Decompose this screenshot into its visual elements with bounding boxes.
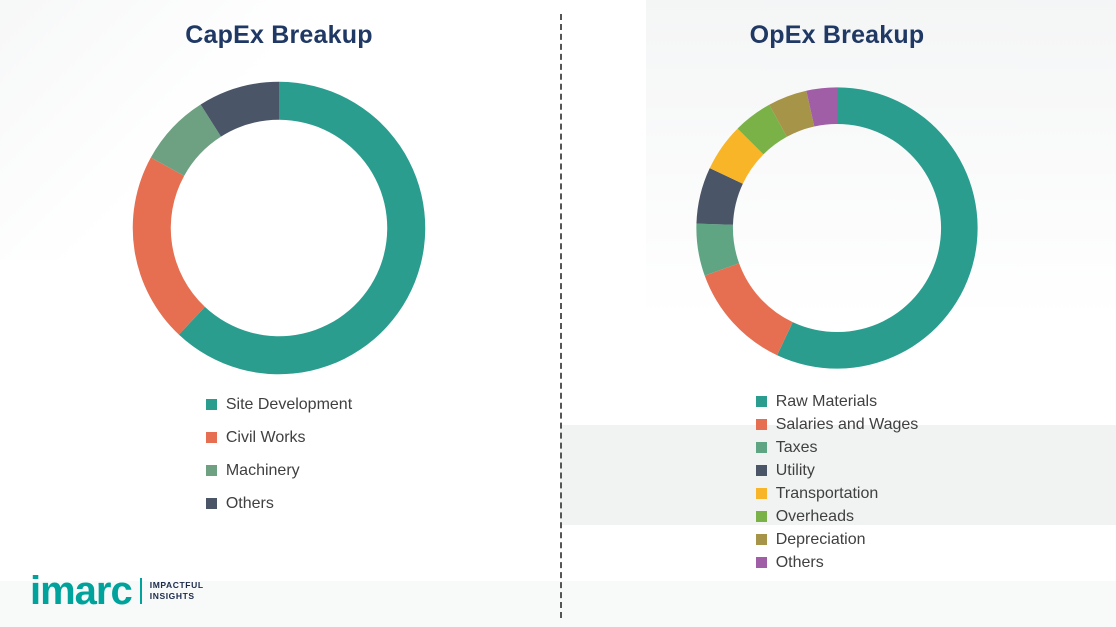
legend-swatch-salaries-and-wages — [755, 419, 767, 430]
opex-chart-title: OpEx Breakup — [749, 21, 925, 49]
legend-label-raw-materials: Raw Materials — [775, 392, 878, 410]
legend-item-machinery: Machinery — [205, 454, 352, 487]
legend-swatch-machinery — [205, 465, 217, 476]
opex-donut-chart — [687, 78, 987, 378]
legend-label-transportation: Transportation — [775, 484, 879, 502]
capex-breakup-donut-svg — [132, 81, 426, 375]
legend-swatch-others — [755, 557, 767, 568]
opex-panel: OpEx Breakup Raw Materials Salaries and W… — [558, 0, 1116, 627]
opex-legend-wrap: Raw Materials Salaries and Wages Taxes Util… — [558, 390, 1116, 574]
legend-label-site-development: Site Development — [225, 395, 353, 413]
legend-item-civil-works: Civil Works — [205, 421, 352, 454]
legend-item-site-development: Site Development — [205, 388, 353, 421]
logo-tagline: IMPACTFUL INSIGHTS — [150, 580, 204, 602]
capex-chart-title: CapEx Breakup — [185, 21, 373, 49]
capex-panel: CapEx Breakup Site Development Civil Work… — [0, 21, 558, 520]
legend-swatch-taxes — [755, 442, 767, 453]
legend-item-overheads: Overheads — [755, 505, 919, 528]
donut-segment-site-development — [178, 81, 426, 375]
legend-label-depreciation: Depreciation — [775, 530, 866, 548]
donut-segment-salaries-and-wages — [704, 263, 793, 356]
legend-label-others: Others — [225, 494, 274, 512]
legend-swatch-civil-works — [205, 432, 217, 443]
legend-item-salaries-and-wages: Salaries and Wages — [755, 413, 919, 436]
legend-item-raw-materials: Raw Materials — [755, 390, 919, 413]
donut-segment-utility — [696, 168, 743, 225]
legend-swatch-overheads — [755, 511, 767, 522]
donut-segment-transportation — [709, 128, 764, 184]
opex-breakup-donut-svg — [696, 87, 978, 369]
legend-swatch-transportation — [755, 488, 767, 499]
donut-segment-others — [806, 87, 837, 127]
capex-legend: Site Development Civil Works Machinery Othe… — [205, 388, 353, 520]
legend-label-salaries-and-wages: Salaries and Wages — [775, 415, 919, 433]
legend-item-taxes: Taxes — [755, 436, 919, 459]
capex-donut-chart — [123, 72, 435, 384]
legend-swatch-others — [205, 498, 217, 509]
imarc-logo: imarc IMPACTFUL INSIGHTS — [30, 571, 204, 611]
legend-label-taxes: Taxes — [775, 438, 818, 456]
legend-label-utility: Utility — [775, 461, 815, 479]
legend-item-depreciation: Depreciation — [755, 528, 919, 551]
imarc-wordmark: imarc — [30, 569, 133, 613]
legend-swatch-raw-materials — [755, 396, 767, 407]
tagline-line-2: INSIGHTS — [149, 591, 195, 601]
legend-item-transportation: Transportation — [755, 482, 919, 505]
legend-label-overheads: Overheads — [775, 507, 854, 525]
donut-segment-civil-works — [132, 157, 205, 335]
donut-segment-depreciation — [769, 90, 815, 137]
legend-swatch-site-development — [205, 399, 217, 410]
donut-segment-taxes — [696, 223, 740, 276]
legend-swatch-depreciation — [755, 534, 767, 545]
legend-label-machinery: Machinery — [225, 461, 300, 479]
donut-segment-others — [200, 81, 279, 137]
donut-segment-raw-materials — [777, 87, 978, 369]
opex-legend: Raw Materials Salaries and Wages Taxes Util… — [755, 390, 919, 574]
legend-label-civil-works: Civil Works — [225, 428, 306, 446]
capex-legend-wrap: Site Development Civil Works Machinery Othe… — [0, 388, 558, 520]
legend-item-utility: Utility — [755, 459, 919, 482]
legend-item-others: Others — [755, 551, 919, 574]
donut-segment-machinery — [150, 104, 222, 176]
tagline-line-1: IMPACTFUL — [149, 580, 204, 590]
legend-item-others: Others — [205, 487, 352, 520]
legend-label-others: Others — [775, 553, 824, 571]
donut-segment-overheads — [737, 104, 787, 155]
logo-divider-bar — [139, 578, 142, 604]
dashed-divider — [560, 14, 562, 618]
legend-swatch-utility — [755, 465, 767, 476]
